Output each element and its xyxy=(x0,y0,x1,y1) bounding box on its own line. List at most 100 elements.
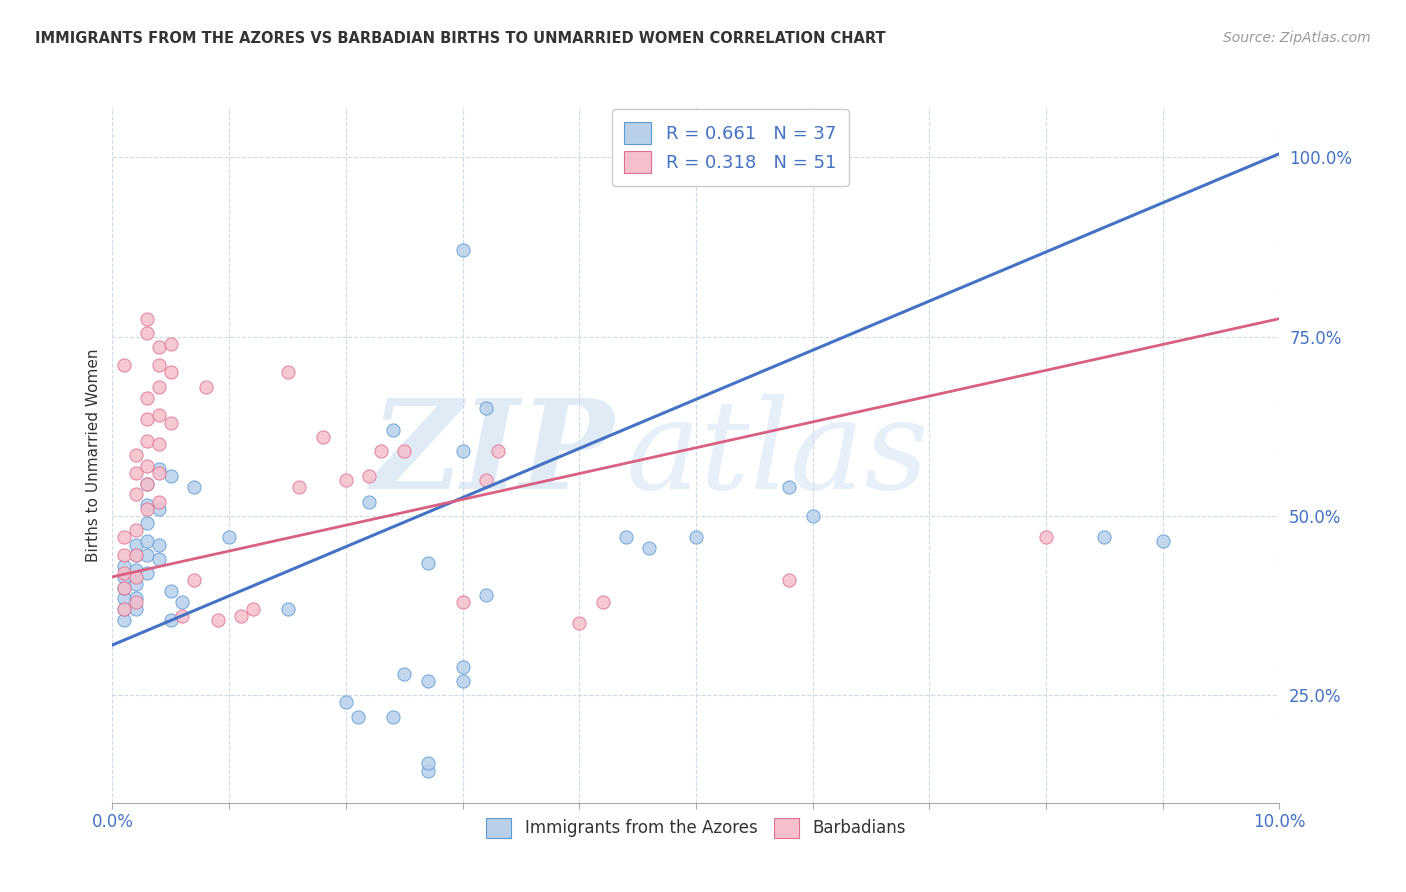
Point xyxy=(148,358,170,372)
Point xyxy=(475,401,498,416)
Point xyxy=(136,476,159,491)
Point xyxy=(160,469,183,483)
Point xyxy=(801,508,824,523)
Point xyxy=(148,494,170,508)
Point xyxy=(160,613,183,627)
Point xyxy=(416,673,439,688)
Point xyxy=(136,326,159,340)
Point xyxy=(148,501,170,516)
Point xyxy=(125,549,148,563)
Point xyxy=(359,494,381,508)
Point xyxy=(125,591,148,606)
Point xyxy=(475,588,498,602)
Point xyxy=(335,473,357,487)
Point xyxy=(148,380,170,394)
Point xyxy=(183,574,205,588)
Point xyxy=(416,756,439,771)
Legend: Immigrants from the Azores, Barbadians: Immigrants from the Azores, Barbadians xyxy=(479,811,912,845)
Point xyxy=(1035,530,1057,544)
Point xyxy=(172,609,194,624)
Point xyxy=(451,444,474,458)
Point xyxy=(218,530,240,544)
Point xyxy=(112,581,135,595)
Point xyxy=(136,434,159,448)
Point xyxy=(125,523,148,537)
Point xyxy=(568,616,591,631)
Point xyxy=(486,444,509,458)
Point xyxy=(148,466,170,480)
Point xyxy=(778,574,800,588)
Point xyxy=(148,538,170,552)
Point xyxy=(685,530,707,544)
Point xyxy=(125,602,148,616)
Point xyxy=(394,666,416,681)
Point xyxy=(160,416,183,430)
Text: ZIP: ZIP xyxy=(371,394,614,516)
Point xyxy=(1152,533,1174,548)
Point xyxy=(136,458,159,473)
Point xyxy=(112,570,135,584)
Point xyxy=(148,409,170,423)
Point xyxy=(125,595,148,609)
Point xyxy=(416,556,439,570)
Point xyxy=(394,444,416,458)
Point xyxy=(112,602,135,616)
Point xyxy=(148,462,170,476)
Point xyxy=(416,764,439,778)
Point xyxy=(136,533,159,548)
Point xyxy=(183,480,205,494)
Point xyxy=(136,476,159,491)
Point xyxy=(381,710,404,724)
Point xyxy=(112,613,135,627)
Point xyxy=(160,366,183,380)
Point xyxy=(112,549,135,563)
Point xyxy=(172,595,194,609)
Point xyxy=(112,559,135,574)
Point xyxy=(778,480,800,494)
Point xyxy=(592,595,614,609)
Point xyxy=(125,577,148,591)
Point xyxy=(112,602,135,616)
Point xyxy=(276,602,298,616)
Point xyxy=(125,487,148,501)
Point xyxy=(370,444,392,458)
Point xyxy=(112,581,135,595)
Text: IMMIGRANTS FROM THE AZORES VS BARBADIAN BIRTHS TO UNMARRIED WOMEN CORRELATION CH: IMMIGRANTS FROM THE AZORES VS BARBADIAN … xyxy=(35,31,886,46)
Point xyxy=(381,423,404,437)
Point xyxy=(288,480,311,494)
Point xyxy=(160,336,183,351)
Point xyxy=(125,570,148,584)
Point xyxy=(136,412,159,426)
Point xyxy=(125,448,148,462)
Point xyxy=(112,566,135,581)
Point xyxy=(359,469,381,483)
Point xyxy=(136,549,159,563)
Point xyxy=(112,358,135,372)
Point xyxy=(125,549,148,563)
Point xyxy=(451,595,474,609)
Text: Source: ZipAtlas.com: Source: ZipAtlas.com xyxy=(1223,31,1371,45)
Point xyxy=(136,566,159,581)
Point xyxy=(346,710,368,724)
Point xyxy=(614,530,637,544)
Text: atlas: atlas xyxy=(626,394,929,516)
Point xyxy=(112,591,135,606)
Point xyxy=(638,541,661,556)
Point xyxy=(451,244,474,258)
Point xyxy=(276,366,298,380)
Point xyxy=(136,311,159,326)
Point xyxy=(451,673,474,688)
Point xyxy=(125,563,148,577)
Point xyxy=(451,659,474,673)
Point xyxy=(311,430,333,444)
Point xyxy=(125,466,148,480)
Y-axis label: Births to Unmarried Women: Births to Unmarried Women xyxy=(86,348,101,562)
Point xyxy=(148,340,170,354)
Point xyxy=(194,380,217,394)
Point xyxy=(148,552,170,566)
Point xyxy=(335,695,357,709)
Point xyxy=(229,609,252,624)
Point xyxy=(112,530,135,544)
Point xyxy=(242,602,264,616)
Point xyxy=(136,501,159,516)
